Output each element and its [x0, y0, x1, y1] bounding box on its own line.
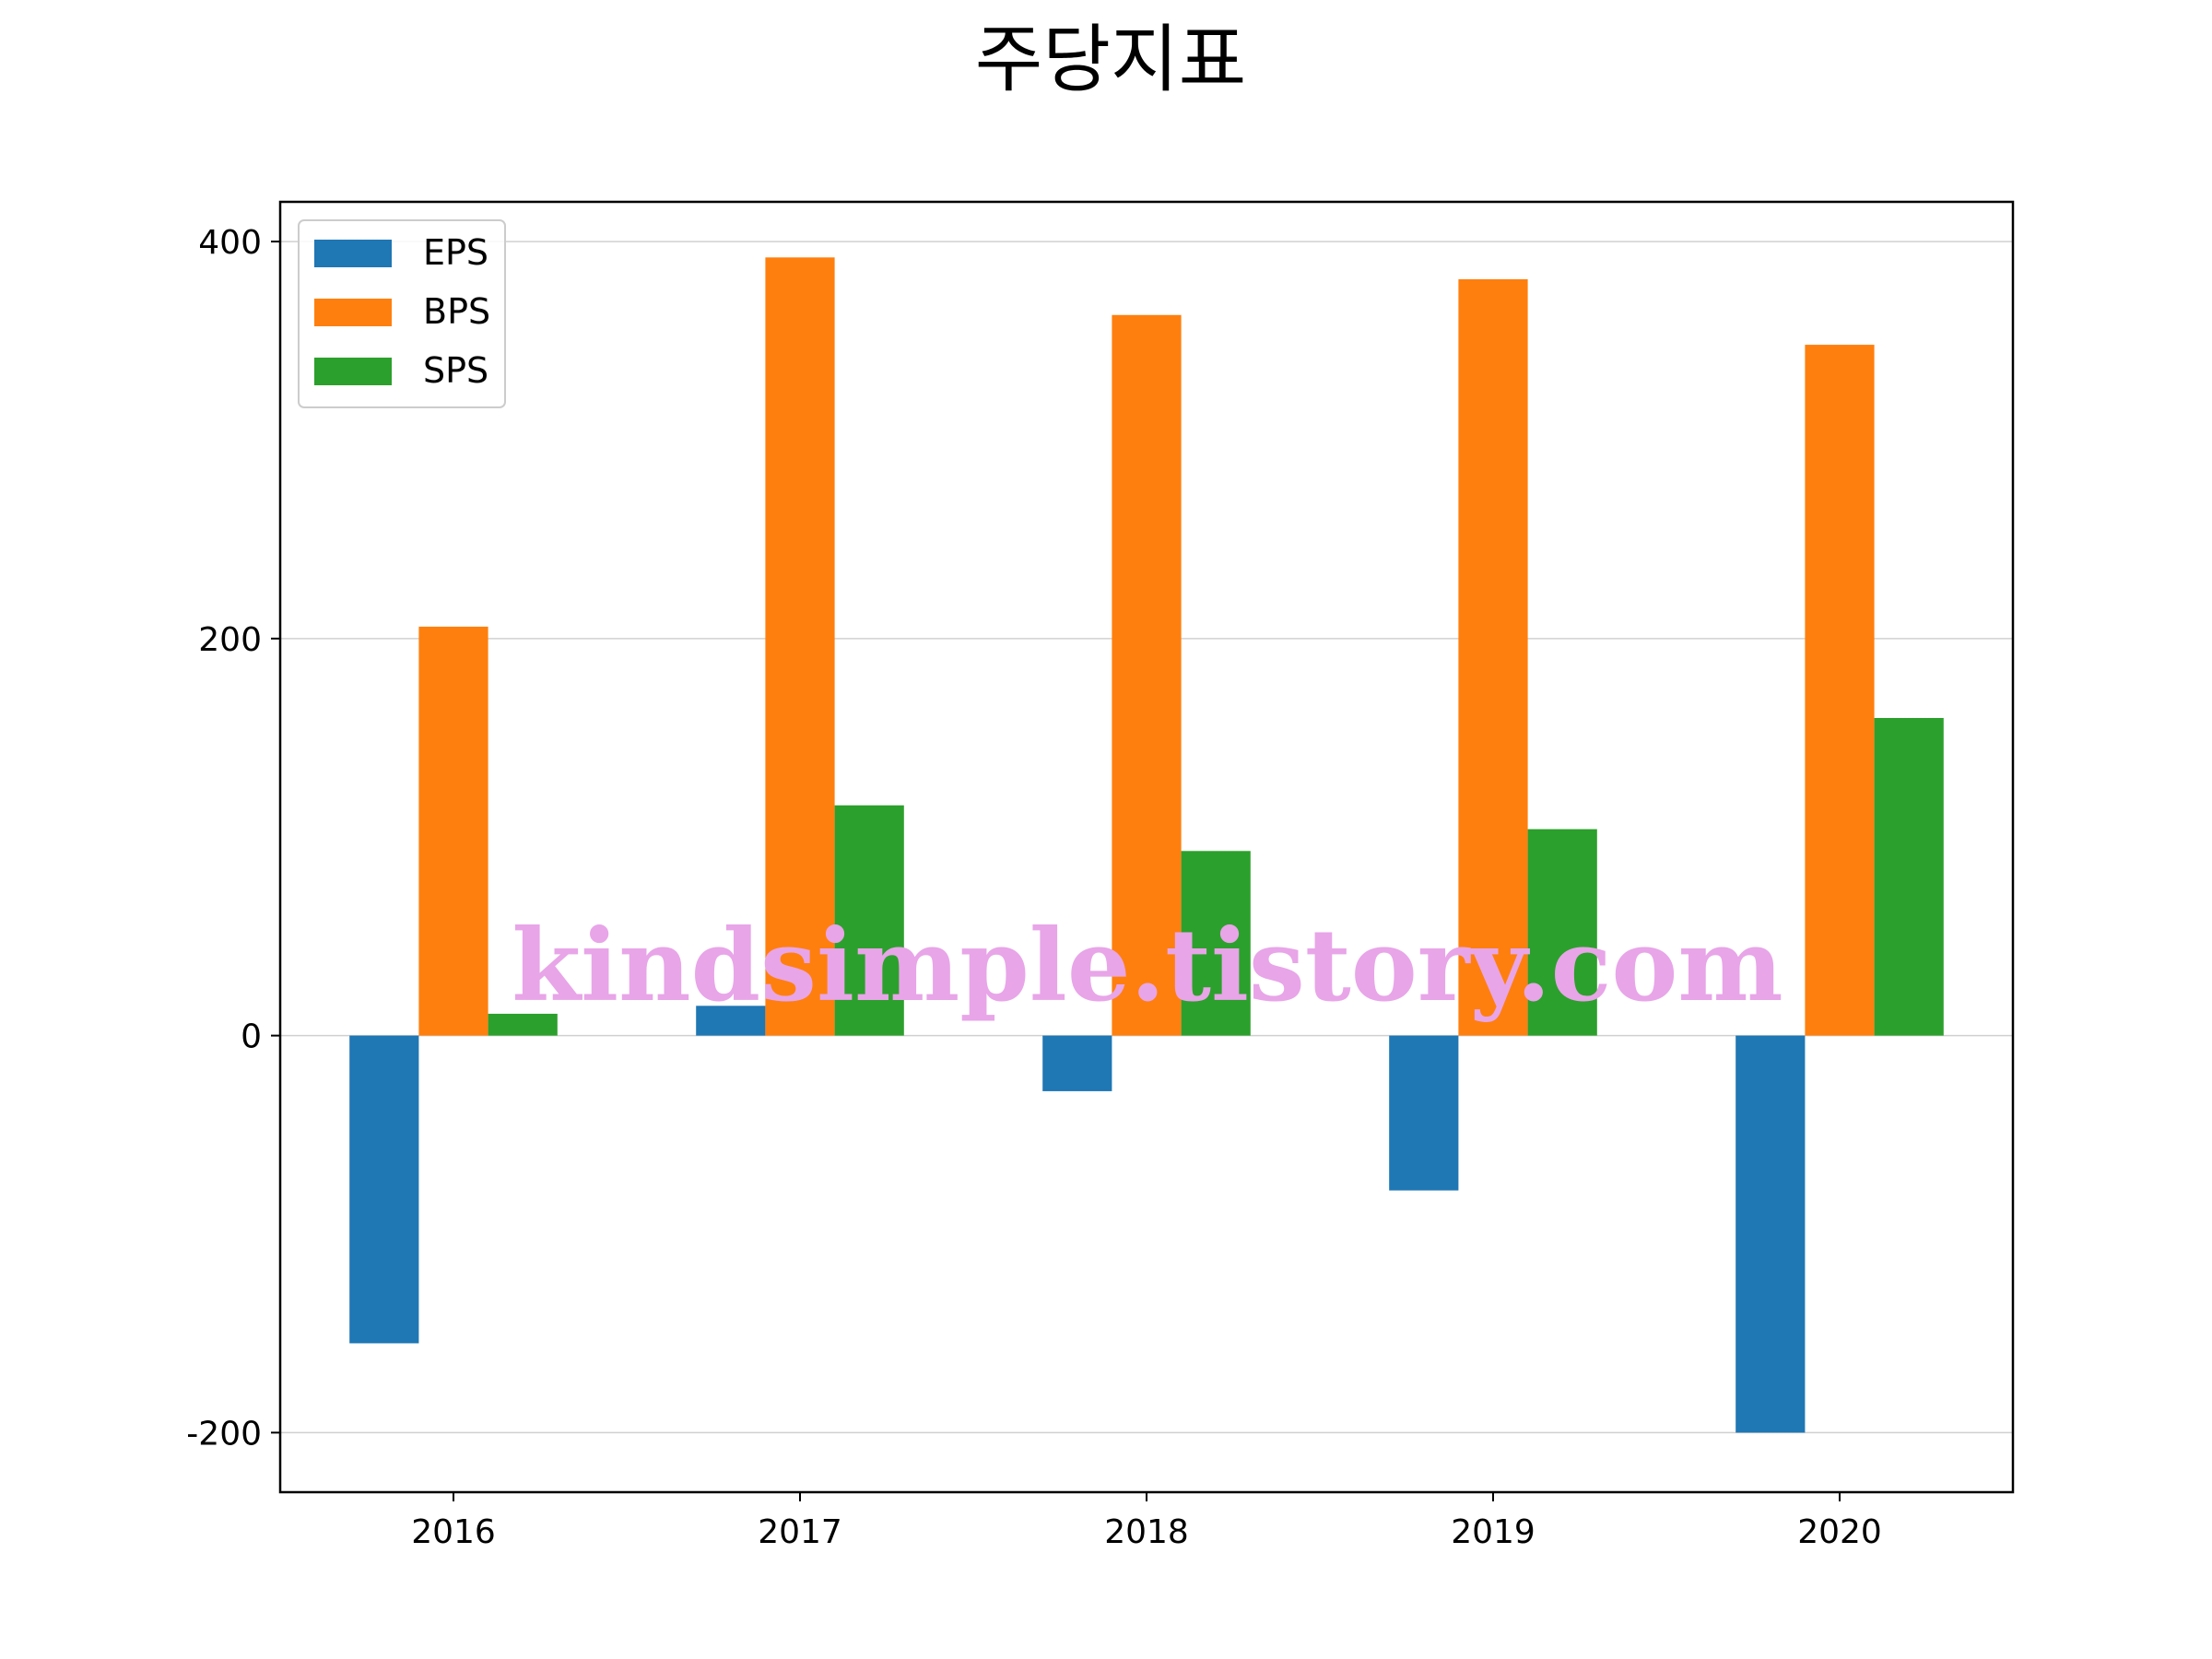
- y-axis: -200 0 200 400: [186, 224, 280, 1453]
- bars: [349, 257, 1944, 1433]
- bar-eps-2020: [1735, 1035, 1806, 1433]
- y-tick-label: -200: [186, 1415, 262, 1453]
- x-tick-label: 2018: [1104, 1513, 1189, 1551]
- bar-bps-2019: [1458, 279, 1528, 1036]
- bar-bps-2016: [418, 626, 488, 1036]
- x-tick-label: 2019: [1451, 1513, 1535, 1551]
- bar-sps-2019: [1527, 829, 1597, 1036]
- y-tick-label: 0: [241, 1018, 262, 1056]
- bar-sps-2020: [1874, 718, 1944, 1036]
- legend-label-eps: EPS: [423, 232, 488, 273]
- legend: EPS BPS SPS: [298, 219, 506, 408]
- chart-title: 주당지표: [975, 17, 1246, 102]
- bar-eps-2017: [696, 1006, 766, 1036]
- legend-swatch-sps: [314, 358, 392, 385]
- x-tick-label: 2016: [411, 1513, 496, 1551]
- legend-swatch-bps: [314, 299, 392, 326]
- bar-sps-2017: [834, 805, 904, 1036]
- watermark: kindsimple.tistory.com: [512, 908, 1783, 1024]
- bar-eps-2019: [1389, 1035, 1459, 1191]
- legend-swatch-eps: [314, 240, 392, 267]
- legend-label-bps: BPS: [423, 291, 490, 332]
- legend-label-sps: SPS: [423, 350, 488, 391]
- bar-bps-2018: [1112, 314, 1182, 1036]
- y-tick-label: 200: [198, 621, 262, 659]
- bar-sps-2018: [1181, 851, 1251, 1036]
- bar-eps-2018: [1042, 1035, 1112, 1091]
- bar-eps-2016: [349, 1035, 419, 1344]
- bar-bps-2017: [765, 257, 835, 1036]
- bar-bps-2020: [1805, 345, 1875, 1036]
- bar-sps-2016: [488, 1013, 558, 1036]
- x-axis: 2016 2017 2018 2019 2020: [411, 1492, 1882, 1551]
- y-tick-label: 400: [198, 224, 262, 262]
- x-tick-label: 2020: [1797, 1513, 1882, 1551]
- x-tick-label: 2017: [758, 1513, 842, 1551]
